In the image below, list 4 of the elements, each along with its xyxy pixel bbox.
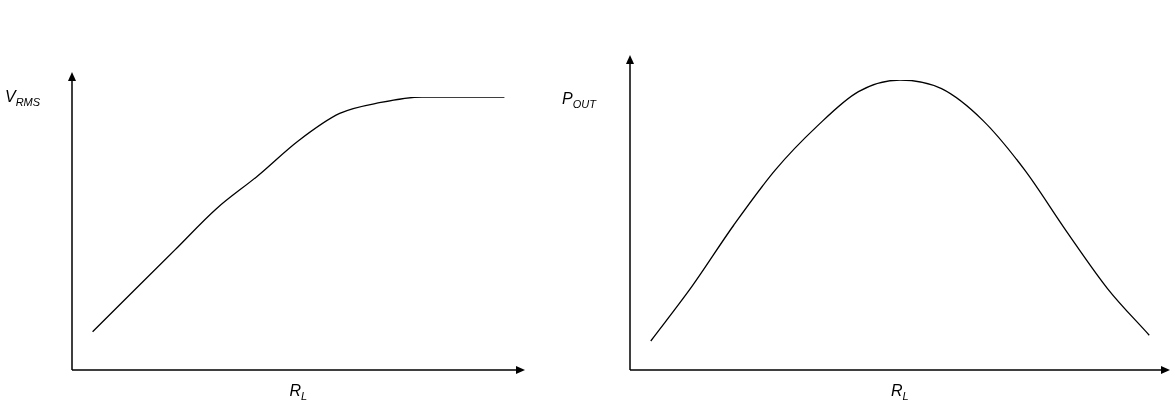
- y-axis-title: V$_{RMS}$: [5, 88, 41, 109]
- x-axis-title: R$_{L}$: [289, 382, 308, 403]
- y-axis-title: P$_{OUT}$: [562, 90, 596, 111]
- x-axis-title: R$_{L}$: [891, 382, 909, 403]
